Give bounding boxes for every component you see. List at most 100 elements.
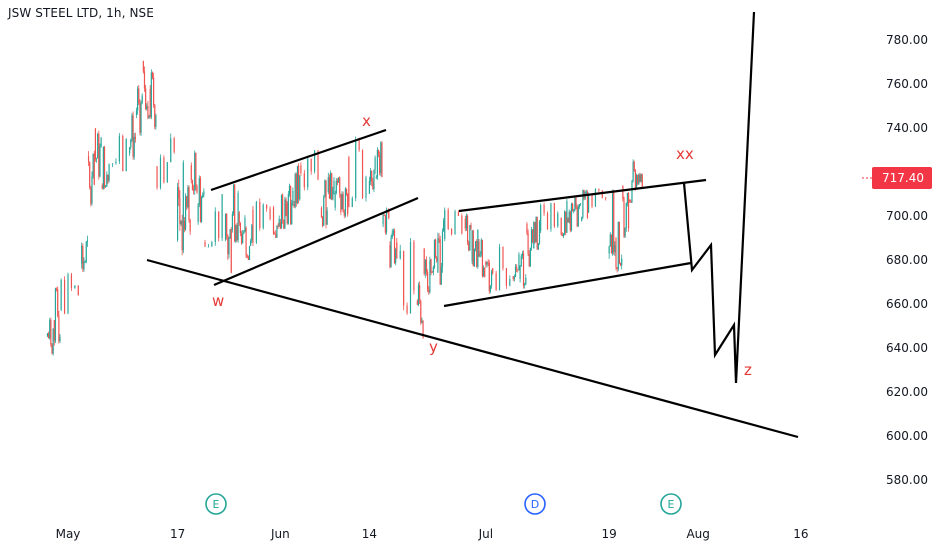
channel2-lower-line [443,261,692,308]
candle [194,150,196,195]
candle [332,186,334,201]
candle [465,213,468,231]
candle [55,287,58,292]
wave-label-z: z [744,361,752,379]
candle [196,184,198,194]
candle [245,226,247,259]
candle [67,272,69,315]
candle [63,276,66,315]
candle [239,222,241,237]
candle [562,233,565,238]
candle [54,287,57,344]
candle [342,191,344,213]
candle [51,343,53,355]
price-tick-label: 620.00 [886,385,928,399]
candle [138,84,140,106]
chart-title: JSW STEEL LTD, 1h, NSE [8,6,154,20]
candle [125,138,127,172]
candles-layer [46,60,643,356]
candle [372,177,374,190]
candle [148,114,150,119]
candle [333,177,335,195]
event-badges[interactable]: E D E [205,493,682,515]
candle [517,269,519,273]
candle [537,242,539,250]
candle [83,257,85,272]
candle [474,241,477,252]
candle [320,206,323,219]
time-axis[interactable]: May 17 Jun 14 Jul 19 Aug 16 [56,527,809,541]
candle [486,261,488,268]
candle [374,155,376,175]
candle [94,128,96,162]
candle [299,174,301,201]
last-price-badge [872,167,932,189]
candle [530,226,533,251]
candle [591,194,593,209]
candle [557,211,559,228]
candle [487,259,489,267]
candle [429,256,431,294]
candle [179,190,181,231]
candle [438,233,440,243]
candle [343,209,345,219]
candle [574,197,576,212]
candle [143,66,146,92]
candle [192,184,195,195]
candle [173,136,175,154]
candle [199,176,202,223]
candle [296,165,299,205]
candle [444,207,446,242]
candle [89,161,91,190]
candle [146,103,148,111]
candle [516,264,518,273]
candle [91,171,93,206]
candle [280,194,283,229]
candle [283,219,285,230]
candle [543,202,545,216]
candle [384,214,386,235]
candle [478,238,480,258]
candle [134,132,136,143]
candle [527,229,529,256]
candle [226,213,228,240]
candle [186,195,188,211]
price-axis[interactable]: 780.00760.00740.00720.00700.00680.00660.… [886,33,928,487]
candle [95,157,98,163]
candle [59,334,61,343]
candle [279,218,281,230]
candle [399,244,401,260]
candle [317,150,319,181]
candle [369,167,372,185]
candle [528,250,530,268]
candle [632,159,634,183]
candle [86,235,89,247]
candle [451,228,453,236]
candle [389,241,391,269]
candle [351,196,353,208]
candle [454,209,456,235]
candle [621,254,623,270]
wave-label-xx: xx [676,145,694,163]
candle [235,224,237,244]
time-tick-label: 14 [362,527,377,541]
candle [637,174,639,186]
last-price-marker: 717.40 [862,167,932,189]
wave-label-w: w [212,292,224,310]
candle [294,172,296,209]
candle [230,227,232,274]
candle [524,282,526,289]
candle [561,232,563,237]
candle [240,230,243,245]
candle [334,190,336,211]
candle [610,234,613,254]
candle [498,243,501,291]
candle [243,229,245,235]
price-tick-label: 580.00 [886,473,928,487]
candle [373,169,375,192]
candle [439,235,441,286]
candle [154,104,156,130]
candle [428,286,430,295]
candle [361,149,364,200]
